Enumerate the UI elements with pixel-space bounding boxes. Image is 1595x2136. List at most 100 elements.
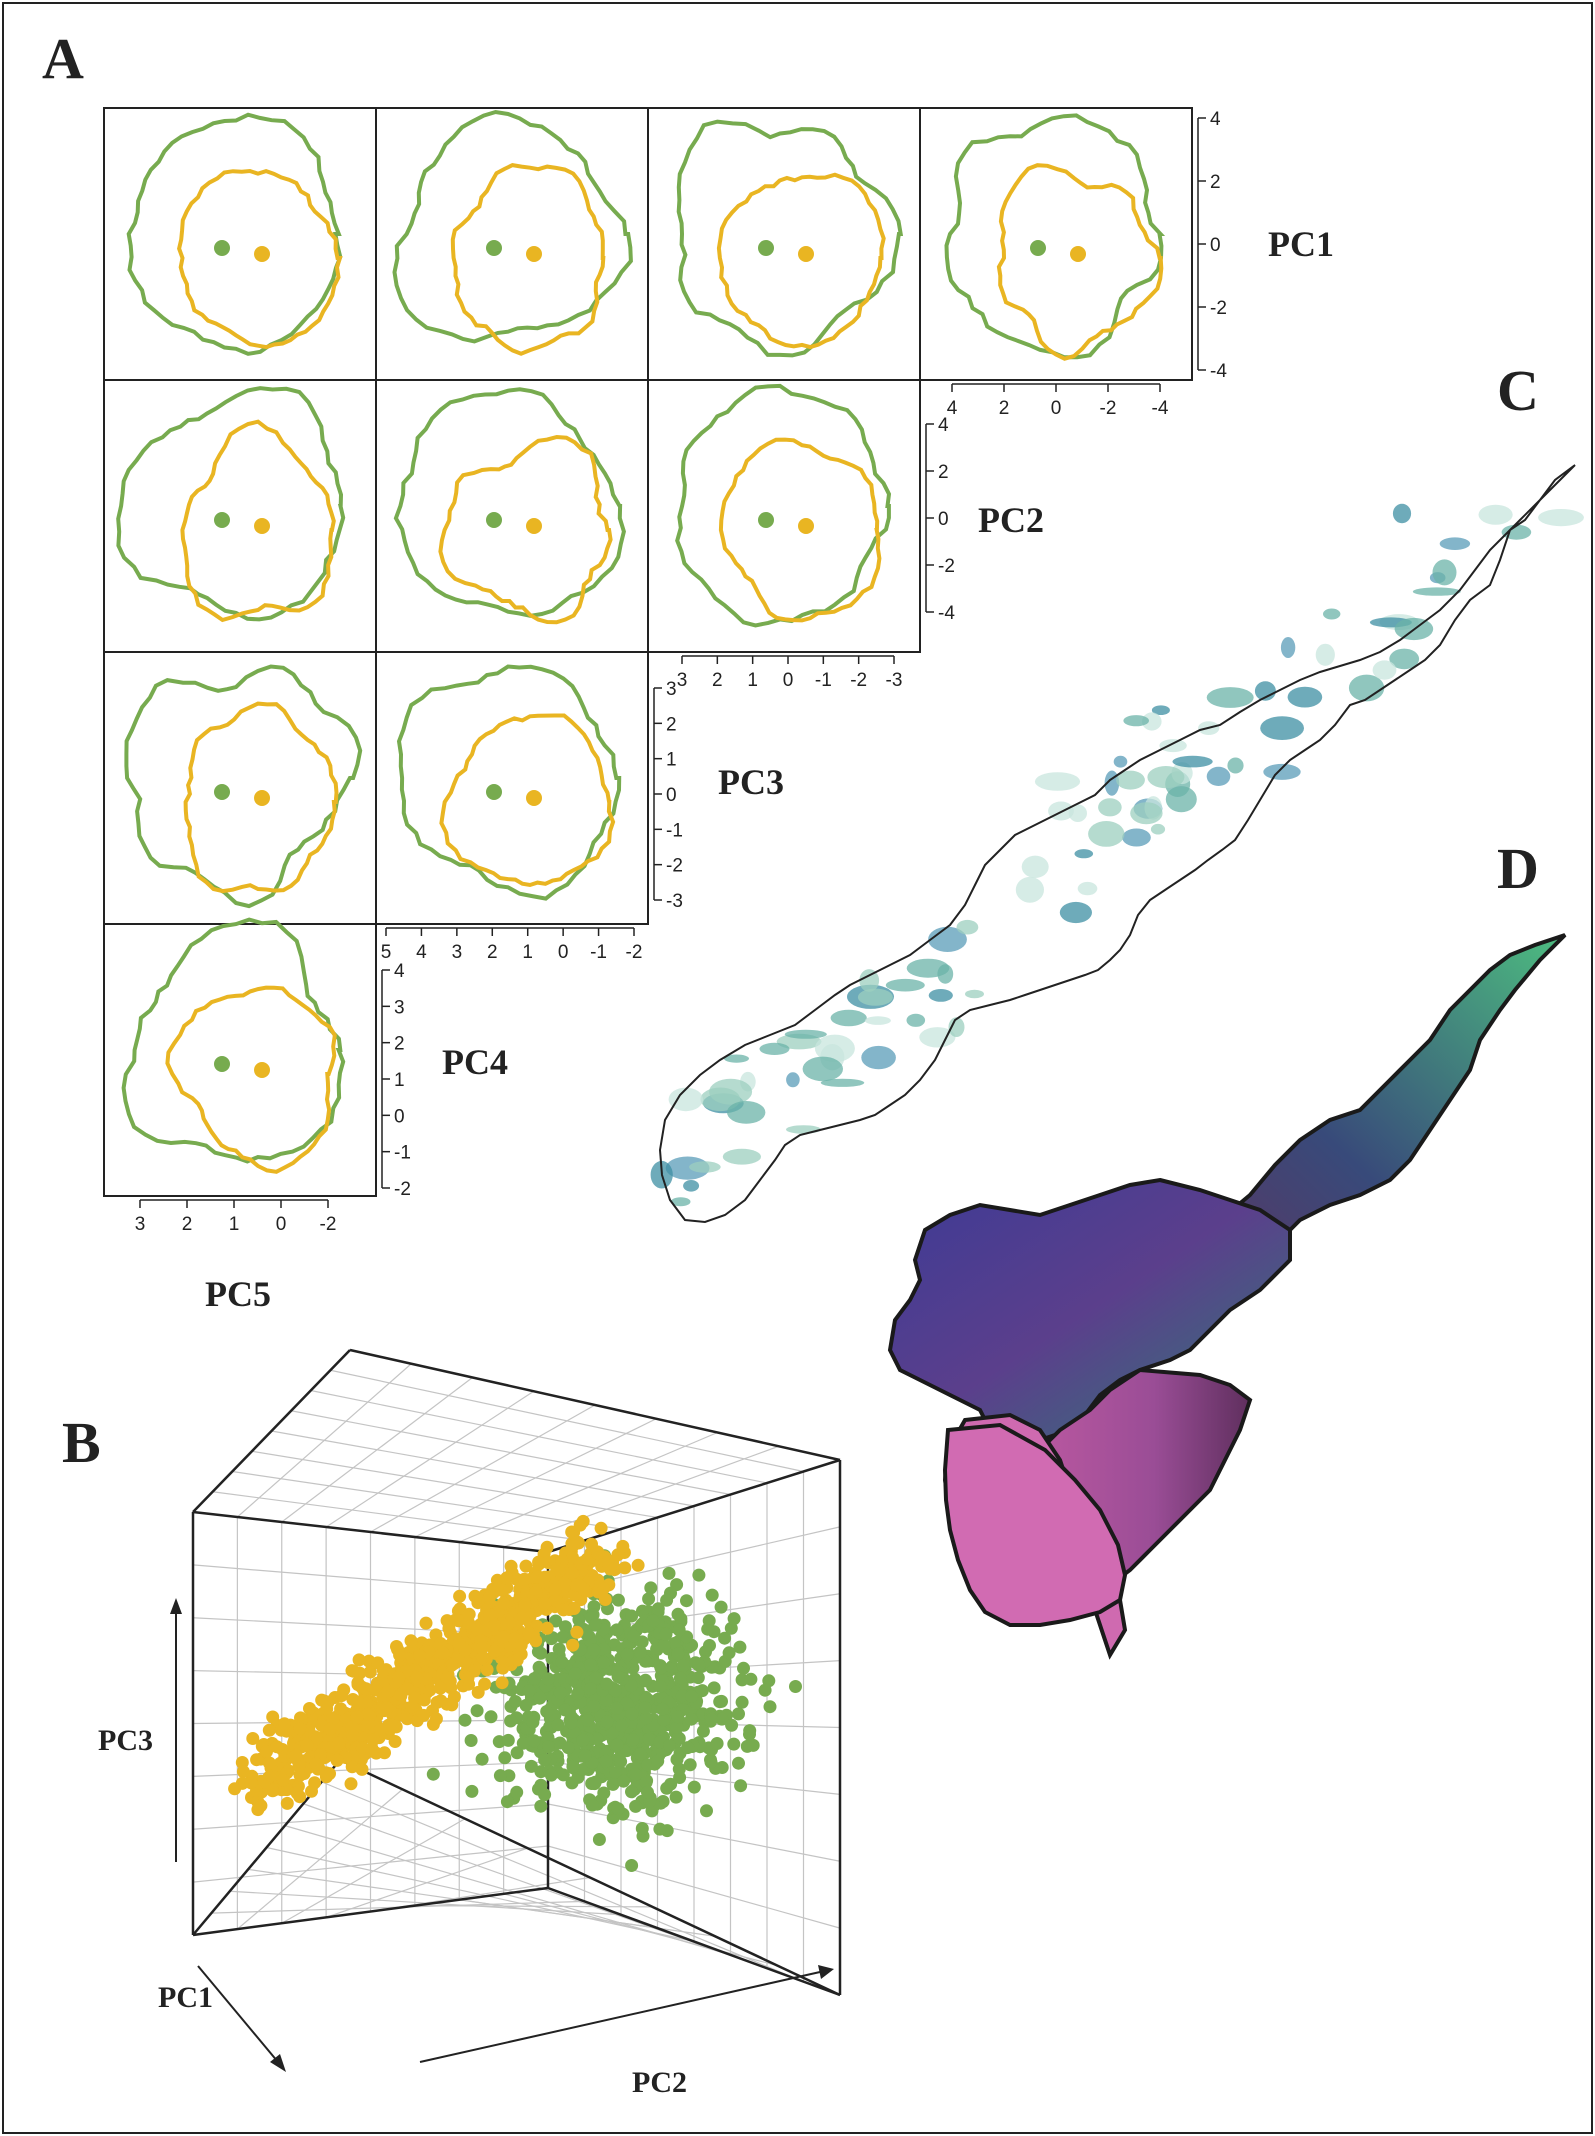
- green-contour: [121, 917, 346, 1164]
- green-point: [527, 1734, 541, 1748]
- green-point: [493, 1769, 507, 1783]
- box-edge: [192, 1349, 351, 1513]
- tick-label: 2: [182, 1214, 193, 1235]
- yellow-contour: [439, 713, 616, 888]
- yellow-point: [410, 1671, 424, 1685]
- green-point: [746, 1738, 760, 1752]
- yellow-point: [504, 1559, 518, 1573]
- yellow-point: [351, 1695, 365, 1709]
- tick-label: 0: [666, 785, 677, 806]
- green-point: [464, 1734, 478, 1747]
- yellow-point: [571, 1535, 585, 1549]
- yellow-point: [320, 1702, 334, 1716]
- yellow-point: [566, 1638, 580, 1652]
- green-point: [551, 1718, 565, 1732]
- green-point: [705, 1712, 719, 1726]
- yellow-centroid: [798, 518, 814, 534]
- yellow-point: [517, 1572, 531, 1586]
- yellow-point: [352, 1653, 366, 1667]
- yellow-point: [591, 1547, 605, 1561]
- green-point: [615, 1719, 629, 1733]
- map-c-patch: [1478, 504, 1513, 525]
- tick-label: 3: [666, 679, 677, 700]
- green-point: [789, 1680, 802, 1693]
- map-c-patch: [1280, 637, 1296, 658]
- yellow-centroid: [526, 790, 542, 806]
- green-point: [597, 1786, 611, 1800]
- green-point: [663, 1739, 676, 1753]
- green-point: [641, 1758, 655, 1772]
- map-c-patch: [937, 964, 954, 984]
- map-c-patch: [1227, 757, 1244, 774]
- green-point: [592, 1833, 606, 1846]
- yellow-point: [309, 1757, 323, 1771]
- tick-label: 2: [394, 1034, 405, 1055]
- panel-label-c: C: [1497, 358, 1539, 423]
- yellow-point: [392, 1671, 406, 1685]
- green-point: [470, 1704, 484, 1718]
- yellow-point: [326, 1712, 340, 1726]
- green-point: [625, 1785, 638, 1799]
- green-point: [578, 1749, 592, 1763]
- yellow-point: [289, 1749, 303, 1763]
- yellow-point: [540, 1621, 554, 1635]
- green-point: [426, 1767, 440, 1781]
- map-c-patch: [1130, 802, 1163, 825]
- contour-cell: [375, 379, 649, 653]
- grid-line: [321, 1781, 804, 1983]
- box-edge: [349, 1348, 841, 1462]
- green-point: [504, 1714, 518, 1728]
- tick-label: 4: [947, 398, 958, 419]
- grid-line: [547, 1845, 841, 1929]
- green-point: [680, 1594, 693, 1608]
- green-point: [576, 1763, 590, 1776]
- yellow-point: [310, 1732, 323, 1746]
- green-point: [526, 1715, 540, 1729]
- green-contour: [126, 112, 343, 356]
- tick-label: 3: [677, 670, 688, 691]
- tick-label: 4: [394, 961, 405, 982]
- map-c-patch: [1150, 823, 1166, 835]
- map-c-patch: [1348, 674, 1385, 702]
- tick-label: -2: [666, 856, 683, 877]
- yellow-point: [452, 1636, 466, 1650]
- grid-line: [414, 1905, 653, 1908]
- yellow-point: [262, 1770, 276, 1784]
- grid-line: [459, 1899, 716, 1937]
- tick-label: 2: [938, 462, 949, 483]
- green-point: [700, 1804, 713, 1818]
- green-point: [553, 1686, 567, 1700]
- yellow-point: [585, 1537, 598, 1551]
- green-point: [610, 1701, 624, 1715]
- green-point: [516, 1736, 530, 1750]
- yellow-centroid: [798, 246, 814, 262]
- yellow-point: [597, 1582, 610, 1595]
- yellow-point: [308, 1776, 322, 1790]
- map-c-patch: [1123, 715, 1149, 727]
- yellow-point: [290, 1786, 304, 1800]
- tick-label: 3: [135, 1214, 146, 1235]
- green-point: [683, 1758, 697, 1772]
- green-point: [538, 1753, 552, 1767]
- green-point: [758, 1683, 772, 1697]
- green-point: [695, 1684, 709, 1698]
- green-point: [501, 1733, 515, 1747]
- green-point: [626, 1629, 640, 1643]
- yellow-point: [417, 1708, 431, 1722]
- yellow-point: [280, 1796, 294, 1810]
- green-point: [587, 1699, 601, 1713]
- yellow-point: [423, 1683, 437, 1697]
- tick-label: -2: [1100, 398, 1117, 419]
- green-point: [614, 1755, 628, 1769]
- yellow-point: [538, 1597, 552, 1610]
- green-point: [687, 1780, 701, 1794]
- green-point: [681, 1741, 695, 1755]
- yellow-point: [478, 1677, 492, 1691]
- yellow-point: [522, 1626, 536, 1640]
- contour-cell: [647, 379, 921, 653]
- green-centroid: [486, 240, 502, 256]
- yellow-point: [361, 1707, 374, 1721]
- green-point: [744, 1672, 758, 1686]
- green-point: [672, 1731, 685, 1745]
- tick-label: 0: [1210, 235, 1221, 256]
